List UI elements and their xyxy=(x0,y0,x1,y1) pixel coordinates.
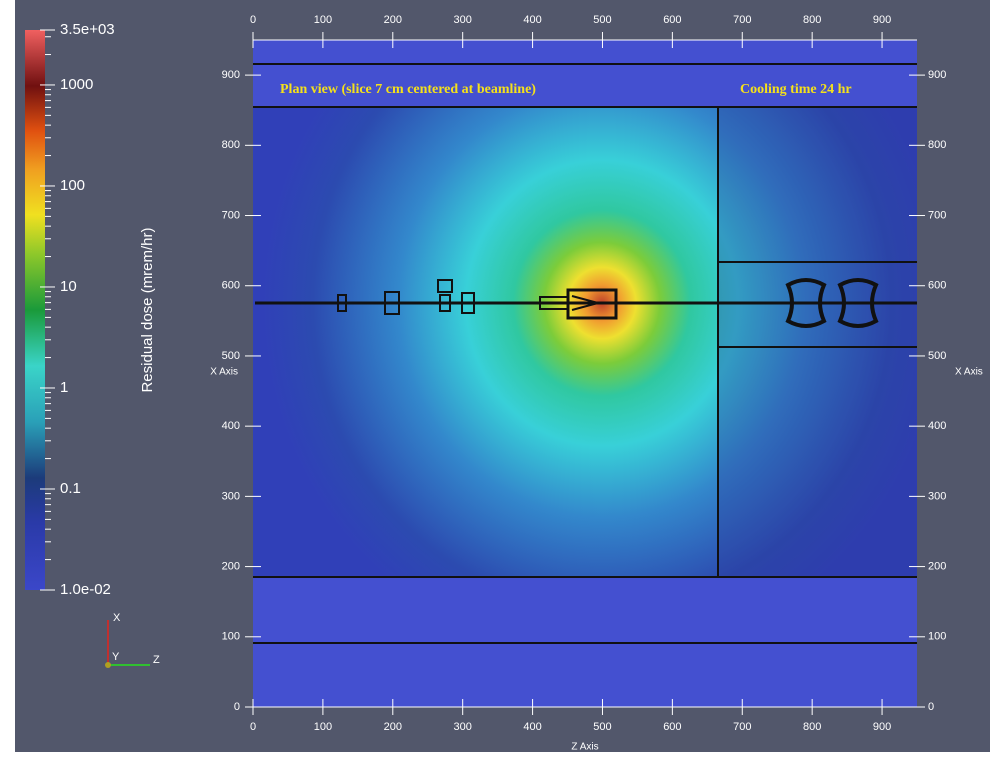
color-bar-label: 3.5e+03 xyxy=(60,21,115,38)
color-bar-title: Residual dose (mrem/hr) xyxy=(139,227,156,392)
color-bar-label: 1.0e-02 xyxy=(60,581,111,598)
z-tick-label: 600 xyxy=(663,721,681,733)
color-bar-label: 10 xyxy=(60,278,77,295)
z-tick-label: 300 xyxy=(454,721,472,733)
color-bar-label: 100 xyxy=(60,177,85,194)
z-tick-label: 0 xyxy=(250,14,256,26)
x-tick-label: 0 xyxy=(234,701,240,713)
x-tick-label: 600 xyxy=(928,280,946,292)
z-tick-label: 900 xyxy=(873,14,891,26)
x-tick-label: 600 xyxy=(222,280,240,292)
z-tick-label: 800 xyxy=(803,721,821,733)
z-tick-label: 900 xyxy=(873,721,891,733)
z-tick-label: 100 xyxy=(314,721,332,733)
z-tick-label: 100 xyxy=(314,14,332,26)
color-bar-label: 1 xyxy=(60,379,68,396)
z-tick-label: 200 xyxy=(384,14,402,26)
color-bar-label: 1000 xyxy=(60,76,93,93)
x-tick-label: 0 xyxy=(928,701,934,713)
orientation-label: Z xyxy=(153,654,160,666)
x-tick-label: 100 xyxy=(928,631,946,643)
z-tick-label: 700 xyxy=(733,721,751,733)
x-tick-label: 700 xyxy=(222,209,240,221)
x-tick-label: 900 xyxy=(928,69,946,81)
z-tick-label: 800 xyxy=(803,14,821,26)
color-bar xyxy=(25,30,45,590)
axis-title: Z Axis xyxy=(571,742,598,753)
z-tick-label: 0 xyxy=(250,721,256,733)
orientation-label: Y xyxy=(112,651,120,663)
x-tick-label: 200 xyxy=(222,560,240,572)
color-bar-label: 0.1 xyxy=(60,480,81,497)
z-tick-label: 600 xyxy=(663,14,681,26)
annotation: Cooling time 24 hr xyxy=(740,82,852,97)
z-tick-label: 400 xyxy=(523,14,541,26)
x-tick-label: 100 xyxy=(222,631,240,643)
z-tick-label: 400 xyxy=(523,721,541,733)
z-tick-label: 500 xyxy=(593,721,611,733)
x-tick-label: 300 xyxy=(928,490,946,502)
x-tick-label: 300 xyxy=(222,490,240,502)
annotation: Plan view (slice 7 cm centered at beamli… xyxy=(280,82,536,97)
x-tick-label: 500 xyxy=(222,350,240,362)
x-tick-label: 500 xyxy=(928,350,946,362)
x-tick-label: 700 xyxy=(928,209,946,221)
dose-field xyxy=(253,107,917,577)
z-tick-label: 700 xyxy=(733,14,751,26)
page: {"colorbar": {"title": "Residual dose (m… xyxy=(0,0,990,757)
x-tick-label: 800 xyxy=(222,139,240,151)
x-tick-label: 400 xyxy=(222,420,240,432)
render-view: Plan view (slice 7 cm centered at beamli… xyxy=(0,0,990,757)
orientation-label: X xyxy=(113,612,121,624)
z-tick-label: 500 xyxy=(593,14,611,26)
x-tick-label: 200 xyxy=(928,560,946,572)
x-tick-label: 800 xyxy=(928,139,946,151)
z-tick-label: 200 xyxy=(384,721,402,733)
x-tick-label: 900 xyxy=(222,69,240,81)
axis-title: X Axis xyxy=(955,367,983,378)
x-tick-label: 400 xyxy=(928,420,946,432)
axis-title: X Axis xyxy=(210,367,238,378)
z-tick-label: 300 xyxy=(454,14,472,26)
